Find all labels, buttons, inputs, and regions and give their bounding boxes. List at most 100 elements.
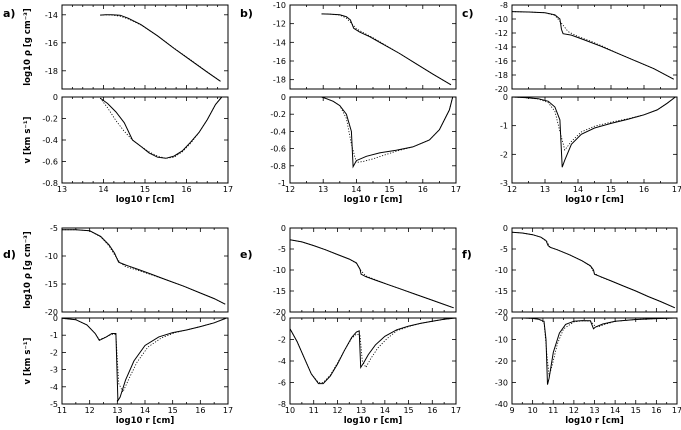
panel-5-top-series-solid [511,231,676,309]
panel-5-xlabel: log10 r [cm] [565,416,624,426]
panel-0-top-ylabel: log10 ρ [g cm⁻³] [23,8,33,86]
panel-1-bottom-xtick-label: 12 [285,185,295,194]
panel-4-bottom-xtick-label: 17 [451,406,461,415]
panel-3-bottom-series-dotted [61,317,227,393]
panel-0-xlabel: log10 r [cm] [116,195,175,205]
panel-0-bottom-ytick-label: -0.4 [42,136,58,145]
panel-5-bottom-ytick-label: -30 [495,379,508,388]
panel-2-bottom-xtick-label: 14 [573,185,583,194]
panel-1-xlabel: log10 r [cm] [344,195,403,205]
panel-4-bottom-ytick-label: -6 [278,379,286,388]
panel-3-bottom-ytick-label: 0 [53,314,58,323]
panel-4-bottom-ytick-label: -2 [278,336,286,345]
panel-0-bottom-ylabel: v [km s⁻¹] [23,116,33,163]
panel-3-bottom-series-solid [61,317,227,403]
panel-1-bottom-ytick-label: -0.6 [270,145,286,154]
panel-1-bottom-xtick-label: 14 [351,185,361,194]
panel-2-bottom-ytick-label: -1 [500,122,508,131]
panel-0-bottom-series-solid [99,96,223,159]
panel-1-bottom-ytick-label: -0.4 [270,127,286,136]
panel-0-top-ytick-label: -16 [45,39,58,48]
panel-2-top-series-dotted [511,11,674,80]
panel-4-letter: e) [240,248,253,261]
panel-5-top-ytick-label: 0 [503,224,508,233]
panel-3-top-ytick-label: -10 [45,252,58,261]
panel-0-top-ytick-label: -14 [45,11,58,20]
panel-2-bottom-ytick-label: 0 [503,93,508,102]
panel-0-bottom-xtick-label: 15 [140,185,150,194]
panel-4-bottom-frame [289,317,457,405]
panel-0-bottom-xtick-label: 13 [57,185,67,194]
panel-1-top-series-solid [321,13,452,86]
panel-1-bottom-xtick-label: 16 [418,185,428,194]
panel-5-top-ytick-label: -5 [500,245,508,254]
panel-4-top-series-dotted [289,239,454,309]
panel-5-bottom-frame [511,317,678,405]
panel-0-bottom-xtick-label: 16 [181,185,191,194]
panel-2-top-ytick-label: -10 [495,15,508,24]
panel-2-top-ytick-label: -8 [500,1,508,10]
panel-1-top-series-dotted [321,13,452,86]
panel-1-top-ytick-label: -18 [273,76,286,85]
panel-2-bottom-xtick-label: 13 [540,185,550,194]
panel-4-bottom-ytick-label: 0 [281,314,286,323]
panel-3-top-ytick-label: -20 [45,308,58,317]
panel-4-bottom-xtick-label: 15 [403,406,413,415]
panel-2-top-ytick-label: -12 [495,29,508,38]
panel-0-bottom-ytick-label: 0 [53,93,58,102]
panel-0-bottom-frame [61,96,229,184]
panel-4-bottom-ytick-label: -4 [278,357,286,366]
panel-2-bottom-ytick-label: -3 [500,179,508,188]
panel-5-bottom-xtick-label: 12 [569,406,579,415]
panel-4-bottom-series-dotted [289,317,457,383]
panel-3-bottom-xtick-label: 17 [223,406,233,415]
panel-3-bottom-xtick-label: 11 [57,406,67,415]
panel-5-bottom-ytick-label: -40 [495,400,508,409]
panel-0-bottom-ytick-label: -0.2 [42,115,58,124]
panel-3-letter: d) [3,248,16,261]
panel-3-top-frame [61,227,229,313]
panel-1-bottom-series-solid [321,96,454,169]
panel-2-bottom-xtick-label: 17 [672,185,681,194]
panel-4-top-ytick-label: -5 [278,245,286,254]
panel-1-bottom-ytick-label: -0.2 [270,110,286,119]
panel-2-top-ytick-label: -20 [495,85,508,94]
panel-2-bottom-series-dotted [511,96,676,151]
panel-3-top-ylabel: log10 ρ [g cm⁻³] [23,231,33,309]
panel-5-top-ytick-label: -10 [495,266,508,275]
panel-5-top-ytick-label: -15 [495,287,508,296]
panel-1-bottom-ytick-label: 0 [281,93,286,102]
panel-4-bottom-xtick-label: 11 [309,406,319,415]
panel-4-bottom-xtick-label: 12 [332,406,342,415]
panel-3-bottom-ytick-label: -4 [50,383,58,392]
panel-5-bottom-xtick-label: 17 [672,406,681,415]
panel-5-bottom-ytick-label: -20 [495,357,508,366]
panel-2-bottom-series-solid [511,96,676,168]
panel-3-top-ytick-label: -5 [50,224,58,233]
panel-2-bottom-frame [511,96,678,184]
panel-1-bottom-xtick-label: 17 [451,185,461,194]
panel-0-bottom-ytick-label: -0.8 [42,179,58,188]
panel-1-bottom-xtick-label: 13 [318,185,328,194]
panel-1-bottom-xtick-label: 15 [385,185,395,194]
panel-5-bottom-xtick-label: 14 [610,406,620,415]
panel-1-top-ytick-label: -14 [273,38,286,47]
panel-5-letter: f) [462,248,472,261]
panel-4-bottom-xtick-label: 14 [380,406,390,415]
panel-0-top-frame [61,4,229,90]
panel-5-bottom-xtick-label: 13 [589,406,599,415]
panel-2-bottom-xtick-label: 15 [606,185,616,194]
panel-2-top-series-solid [511,11,674,80]
panel-1-top-ytick-label: -12 [273,20,286,29]
panel-4-bottom-xtick-label: 13 [356,406,366,415]
panel-5-bottom-xtick-label: 15 [631,406,641,415]
panel-3-bottom-xtick-label: 13 [112,406,122,415]
panel-4-top-ytick-label: -20 [273,308,286,317]
panel-1-bottom-ytick-label: -0.8 [270,162,286,171]
panel-1-bottom-ytick-label: -1 [278,179,286,188]
panel-5-bottom-xtick-label: 9 [509,406,514,415]
panel-5-bottom-series-dotted [512,317,678,377]
panel-3-bottom-frame [61,317,229,405]
panel-4-top-ytick-label: -10 [273,266,286,275]
panel-4-top-ytick-label: 0 [281,224,286,233]
